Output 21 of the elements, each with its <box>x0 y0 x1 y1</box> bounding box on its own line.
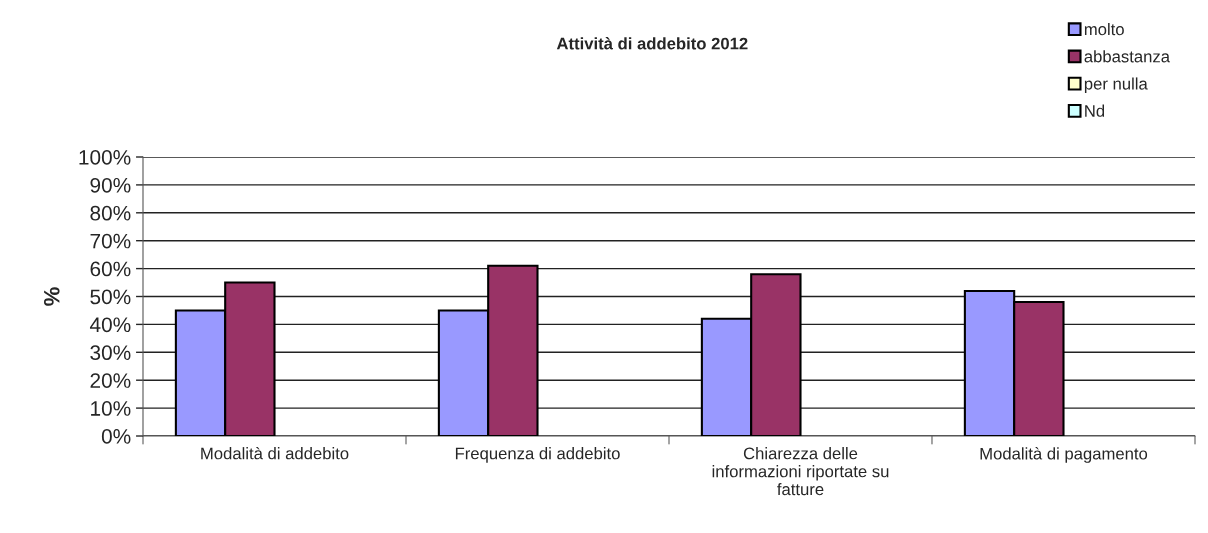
y-tick-label: 30% <box>90 345 131 361</box>
y-tick-label: 90% <box>90 177 131 193</box>
x-tick-label: Modalità di pagamento <box>980 447 1148 463</box>
y-axis-title: % <box>43 287 60 306</box>
y-tick-label: 50% <box>90 289 131 305</box>
x-tick-label: Modalità di addebito <box>201 446 349 460</box>
x-tick-label: Frequenza di addebito <box>455 447 620 463</box>
x-tick-label: Chiarezza delle informazioni riportate su fatture <box>712 447 889 496</box>
y-tick-label: 40% <box>89 317 131 333</box>
y-tick-label: 100% <box>79 150 131 165</box>
y-tick-label: 0% <box>101 429 131 444</box>
y-tick-label: 80% <box>90 205 131 221</box>
y-tick-label: 10% <box>91 401 131 416</box>
legend-label: per nulla <box>1084 77 1148 93</box>
legend-label: abbastanza <box>1084 50 1171 63</box>
chart-title: Attività di addebito 2012 <box>556 37 748 50</box>
y-tick-label: 20% <box>90 373 131 388</box>
legend-label: Nd <box>1085 104 1105 117</box>
legend-label: molto <box>1084 23 1124 36</box>
y-tick-label: 60% <box>90 261 131 277</box>
y-tick-label: 70% <box>90 233 131 249</box>
